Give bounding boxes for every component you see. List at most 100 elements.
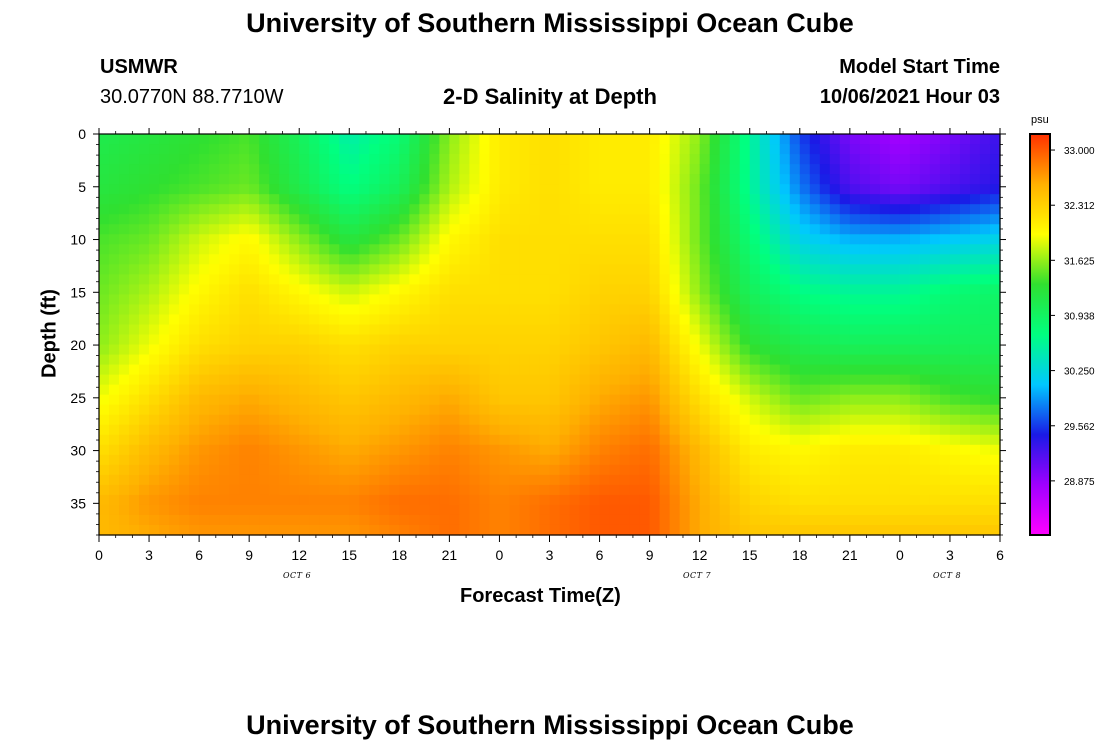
heatmap-cell	[139, 444, 150, 456]
heatmap-cell	[559, 204, 571, 215]
heatmap-cell	[889, 244, 901, 255]
heatmap-cell	[149, 274, 160, 285]
heatmap-cell	[309, 494, 320, 506]
heatmap-cell	[589, 394, 601, 406]
heatmap-cell	[589, 154, 601, 165]
heatmap-cell	[209, 344, 220, 356]
heatmap-cell	[349, 334, 360, 346]
heatmap-cell	[639, 184, 651, 195]
heatmap-cell	[239, 244, 250, 255]
heatmap-cell	[229, 504, 240, 516]
heatmap-cell	[639, 204, 651, 215]
heatmap-cell	[269, 324, 280, 336]
heatmap-cell	[439, 304, 450, 316]
heatmap-cell	[719, 454, 731, 466]
heatmap-cell	[809, 414, 821, 426]
heatmap-cell	[649, 184, 661, 195]
heatmap-cell	[449, 264, 460, 275]
heatmap-cell	[769, 154, 781, 165]
heatmap-cell	[539, 344, 551, 356]
heatmap-cell	[969, 384, 981, 396]
heatmap-cell	[809, 154, 821, 165]
heatmap-cell	[349, 504, 360, 516]
heatmap-cell	[669, 354, 681, 366]
heatmap-cell	[549, 324, 561, 336]
heatmap-cell	[389, 204, 400, 215]
heatmap-cell	[299, 514, 310, 526]
heatmap-cell	[769, 234, 781, 245]
heatmap-cell	[939, 154, 951, 165]
heatmap-cell	[379, 154, 390, 165]
heatmap-cell	[329, 304, 340, 316]
heatmap-cell	[749, 334, 761, 346]
heatmap-cell	[509, 304, 521, 316]
heatmap-cell	[279, 164, 290, 175]
heatmap-cell	[479, 264, 491, 275]
heatmap-cell	[799, 414, 811, 426]
heatmap-cell	[769, 354, 781, 366]
heatmap-cell	[679, 494, 691, 506]
heatmap-cell	[799, 524, 811, 536]
heatmap-cell	[99, 224, 110, 235]
heatmap-cell	[759, 514, 771, 526]
heatmap-cell	[109, 154, 120, 165]
heatmap-cell	[629, 514, 641, 526]
heatmap-cell	[289, 204, 300, 215]
heatmap-cell	[279, 234, 290, 245]
heatmap-cell	[879, 444, 891, 456]
heatmap-cell	[559, 514, 571, 526]
heatmap-cell	[229, 484, 240, 496]
heatmap-cell	[939, 414, 951, 426]
heatmap-cell	[189, 414, 200, 426]
heatmap-cell	[229, 394, 240, 406]
heatmap-cell	[189, 494, 200, 506]
heatmap-cell	[589, 174, 601, 185]
heatmap-cell	[129, 474, 140, 486]
heatmap-cell	[189, 234, 200, 245]
heatmap-cell	[359, 504, 370, 516]
heatmap-cell	[239, 324, 250, 336]
heatmap-cell	[969, 164, 981, 175]
heatmap-cell	[689, 434, 701, 446]
heatmap-cell	[509, 314, 521, 326]
heatmap-cell	[569, 204, 581, 215]
heatmap-cell	[719, 424, 731, 436]
heatmap-cell	[599, 474, 611, 486]
heatmap-cell	[639, 274, 651, 285]
heatmap-cell	[239, 264, 250, 275]
heatmap-cell	[369, 134, 380, 145]
heatmap-cell	[569, 504, 581, 516]
heatmap-cell	[989, 474, 1001, 486]
heatmap-cell	[369, 354, 380, 366]
heatmap-cell	[139, 334, 150, 346]
heatmap-cell	[839, 524, 851, 536]
heatmap-cell	[659, 454, 671, 466]
heatmap-cell	[159, 244, 170, 255]
heatmap-cell	[289, 324, 300, 336]
heatmap-cell	[389, 254, 400, 265]
heatmap-cell	[339, 444, 350, 456]
heatmap-cell	[159, 144, 170, 155]
heatmap-cell	[269, 474, 280, 486]
heatmap-cell	[159, 224, 170, 235]
heatmap-cell	[329, 254, 340, 265]
heatmap-cell	[349, 484, 360, 496]
heatmap-cell	[169, 184, 180, 195]
heatmap-cell	[939, 384, 951, 396]
heatmap-cell	[739, 234, 751, 245]
heatmap-cell	[849, 204, 861, 215]
heatmap-cell	[699, 234, 711, 245]
heatmap-cell	[329, 174, 340, 185]
heatmap-cell	[339, 514, 350, 526]
heatmap-cell	[749, 354, 761, 366]
heatmap-cell	[249, 514, 260, 526]
heatmap-cell	[579, 394, 591, 406]
heatmap-cell	[879, 194, 891, 205]
heatmap-cell	[449, 374, 460, 386]
heatmap-cell	[909, 434, 921, 446]
heatmap-cell	[209, 444, 220, 456]
heatmap-cell	[549, 294, 561, 306]
heatmap-cell	[849, 174, 861, 185]
heatmap-cell	[739, 384, 751, 396]
heatmap-cell	[329, 414, 340, 426]
